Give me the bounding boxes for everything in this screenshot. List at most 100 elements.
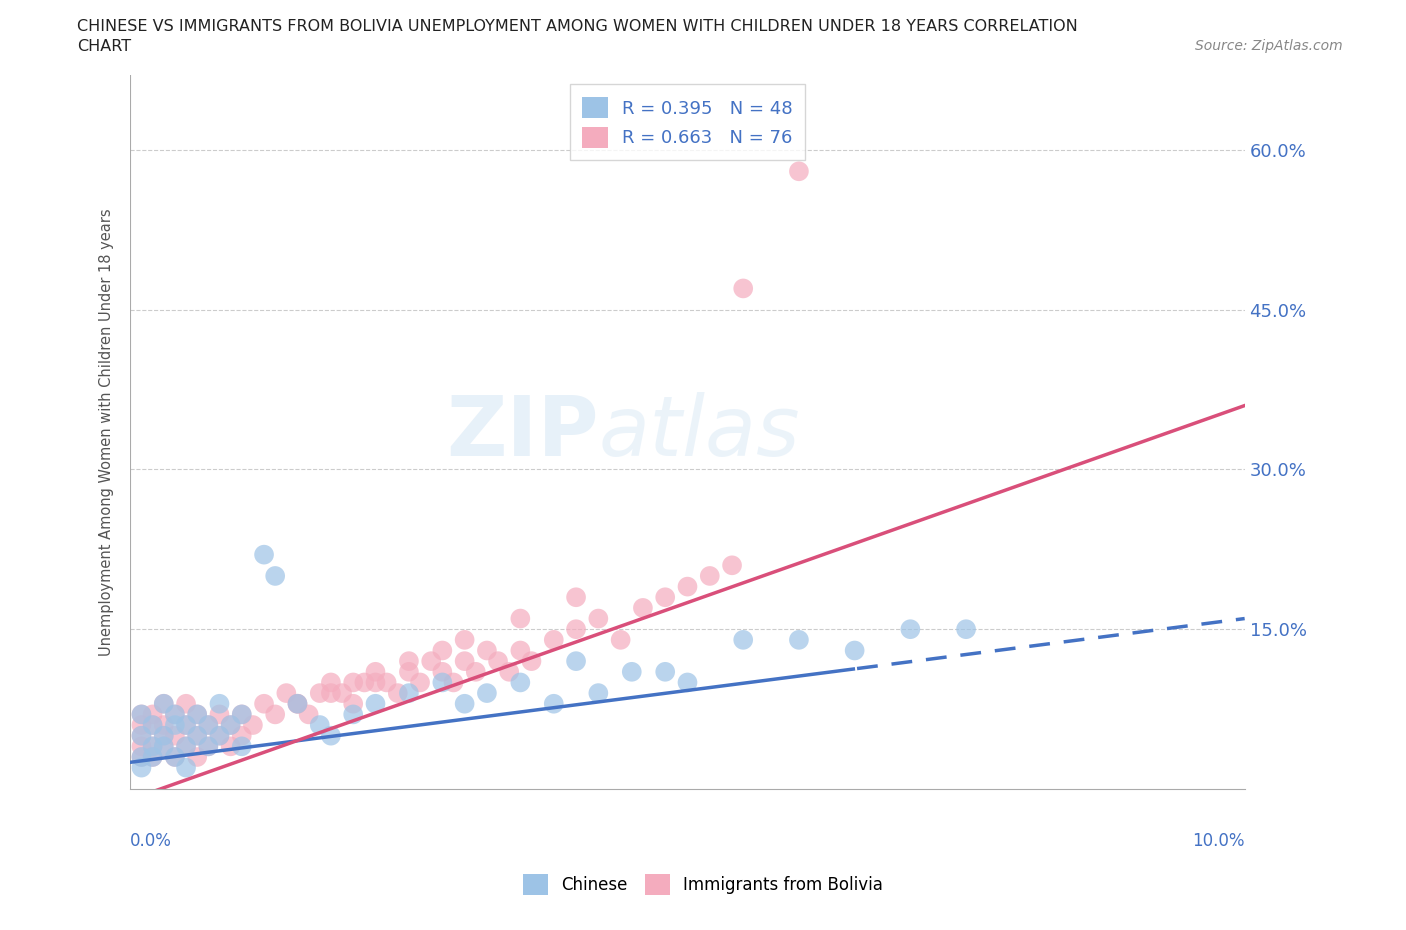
Point bbox=[375, 675, 398, 690]
Point bbox=[453, 654, 475, 669]
Point bbox=[588, 611, 610, 626]
Point bbox=[432, 664, 454, 679]
Point bbox=[231, 739, 253, 754]
Point bbox=[398, 654, 420, 669]
Text: Source: ZipAtlas.com: Source: ZipAtlas.com bbox=[1195, 39, 1343, 53]
Point bbox=[174, 760, 197, 775]
Point bbox=[131, 750, 153, 764]
Point bbox=[676, 579, 699, 594]
Point bbox=[319, 675, 342, 690]
Point bbox=[152, 697, 174, 711]
Point bbox=[231, 707, 253, 722]
Point bbox=[453, 697, 475, 711]
Point bbox=[174, 739, 197, 754]
Point bbox=[409, 675, 432, 690]
Point bbox=[152, 728, 174, 743]
Point bbox=[342, 697, 364, 711]
Point bbox=[475, 643, 498, 658]
Point bbox=[498, 664, 520, 679]
Point bbox=[453, 632, 475, 647]
Point bbox=[543, 632, 565, 647]
Point bbox=[219, 718, 242, 733]
Point bbox=[253, 697, 276, 711]
Point bbox=[163, 707, 186, 722]
Point bbox=[219, 718, 242, 733]
Point bbox=[142, 750, 165, 764]
Point bbox=[733, 632, 755, 647]
Point bbox=[142, 750, 165, 764]
Point bbox=[186, 707, 208, 722]
Point bbox=[131, 707, 153, 722]
Point bbox=[231, 707, 253, 722]
Text: atlas: atlas bbox=[599, 392, 800, 472]
Point bbox=[398, 664, 420, 679]
Point bbox=[163, 750, 186, 764]
Point bbox=[152, 739, 174, 754]
Point bbox=[142, 739, 165, 754]
Text: 10.0%: 10.0% bbox=[1192, 831, 1244, 850]
Point bbox=[609, 632, 631, 647]
Point bbox=[197, 739, 219, 754]
Point bbox=[565, 654, 588, 669]
Point bbox=[654, 664, 676, 679]
Point bbox=[186, 728, 208, 743]
Point bbox=[264, 707, 287, 722]
Point bbox=[208, 728, 231, 743]
Point bbox=[264, 568, 287, 583]
Point bbox=[287, 697, 309, 711]
Legend: R = 0.395   N = 48, R = 0.663   N = 76: R = 0.395 N = 48, R = 0.663 N = 76 bbox=[569, 85, 806, 161]
Point bbox=[588, 685, 610, 700]
Text: CHART: CHART bbox=[77, 39, 131, 54]
Point bbox=[142, 718, 165, 733]
Point bbox=[131, 750, 153, 764]
Point bbox=[733, 281, 755, 296]
Point bbox=[131, 760, 153, 775]
Point bbox=[486, 654, 509, 669]
Text: ZIP: ZIP bbox=[446, 392, 599, 472]
Point bbox=[432, 675, 454, 690]
Legend: Chinese, Immigrants from Bolivia: Chinese, Immigrants from Bolivia bbox=[516, 868, 890, 901]
Point bbox=[620, 664, 643, 679]
Point bbox=[152, 718, 174, 733]
Point bbox=[152, 728, 174, 743]
Point bbox=[420, 654, 443, 669]
Point bbox=[654, 590, 676, 604]
Point bbox=[208, 728, 231, 743]
Point bbox=[308, 685, 330, 700]
Point bbox=[174, 697, 197, 711]
Point bbox=[163, 750, 186, 764]
Point bbox=[787, 632, 810, 647]
Point bbox=[319, 685, 342, 700]
Point bbox=[231, 728, 253, 743]
Point bbox=[509, 675, 531, 690]
Point bbox=[342, 707, 364, 722]
Point bbox=[898, 622, 921, 637]
Point bbox=[186, 728, 208, 743]
Point bbox=[287, 697, 309, 711]
Point bbox=[242, 718, 264, 733]
Point bbox=[186, 750, 208, 764]
Point bbox=[565, 622, 588, 637]
Point bbox=[509, 611, 531, 626]
Point bbox=[565, 590, 588, 604]
Point bbox=[197, 718, 219, 733]
Point bbox=[387, 685, 409, 700]
Point bbox=[142, 718, 165, 733]
Point bbox=[208, 707, 231, 722]
Point bbox=[298, 707, 321, 722]
Point bbox=[163, 707, 186, 722]
Point bbox=[152, 697, 174, 711]
Point bbox=[308, 718, 330, 733]
Point bbox=[330, 685, 353, 700]
Point bbox=[787, 164, 810, 179]
Point bbox=[287, 697, 309, 711]
Point bbox=[131, 707, 153, 722]
Point bbox=[520, 654, 543, 669]
Point bbox=[253, 547, 276, 562]
Point bbox=[364, 664, 387, 679]
Point bbox=[163, 718, 186, 733]
Point bbox=[699, 568, 721, 583]
Point bbox=[464, 664, 486, 679]
Point bbox=[152, 739, 174, 754]
Point bbox=[364, 675, 387, 690]
